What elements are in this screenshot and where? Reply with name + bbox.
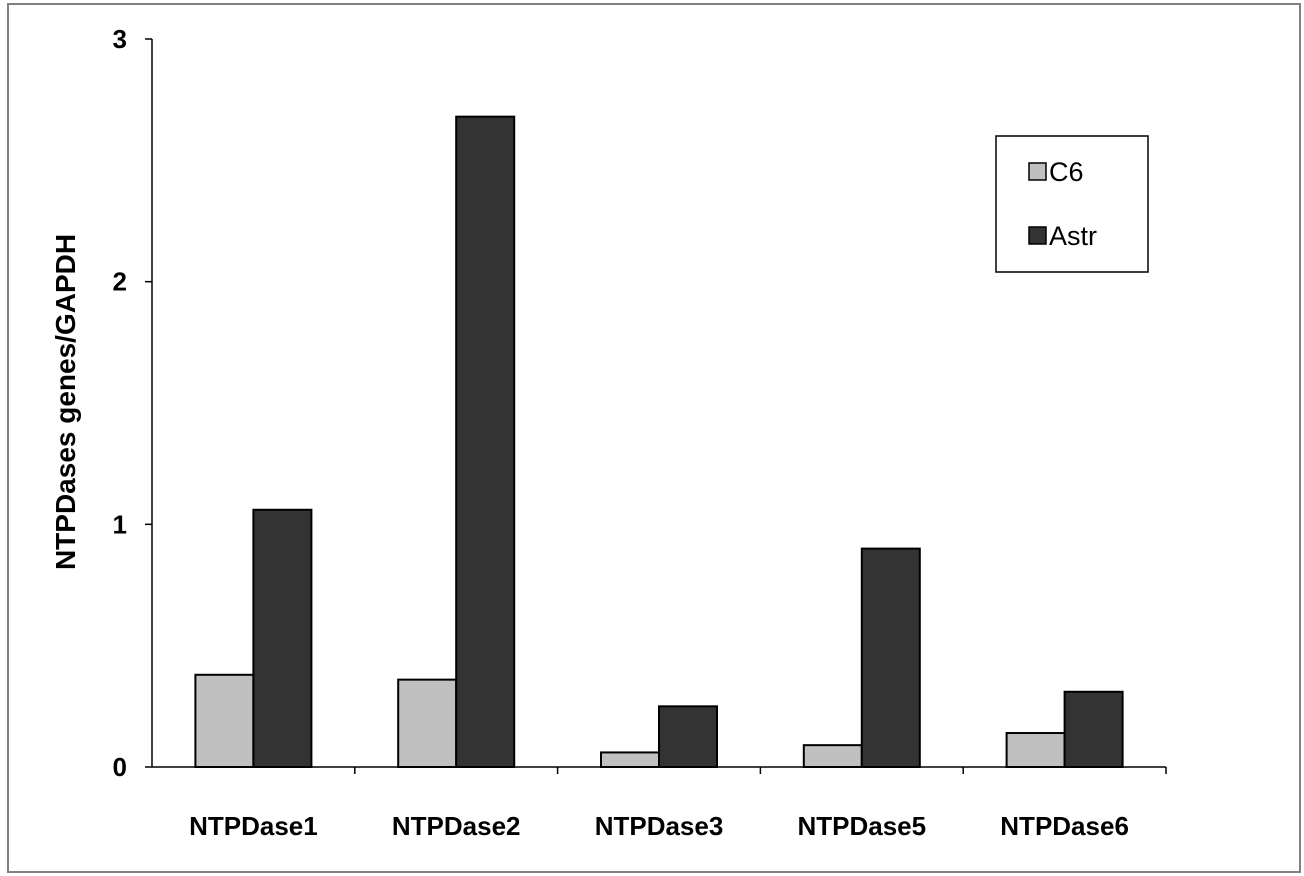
y-tick-label: 3 — [113, 24, 127, 54]
legend-box — [995, 135, 1149, 273]
y-ticks-group: 0 1 2 3 — [113, 24, 152, 782]
x-tick-label: NTPDase3 — [595, 811, 724, 841]
legend-swatch-c6 — [1028, 162, 1047, 181]
legend-swatch-astr — [1028, 226, 1047, 245]
bar-c6-ntpdase3 — [600, 751, 660, 769]
x-tick-label: NTPDase6 — [1000, 811, 1129, 841]
bar-astr-ntpdase3 — [658, 705, 718, 768]
bar-c6-ntpdase5 — [802, 744, 863, 768]
axes-group — [151, 39, 1167, 774]
bar-group — [194, 115, 1124, 769]
bar-astr-ntpdase5 — [860, 547, 921, 768]
legend-label-astr: Astr — [1049, 221, 1097, 251]
legend-label-c6: C6 — [1049, 157, 1084, 187]
y-tick-label: 1 — [113, 509, 127, 539]
x-tick-label: NTPDase2 — [392, 811, 521, 841]
bar-astr-ntpdase6 — [1063, 690, 1124, 768]
x-labels-group: NTPDase1 NTPDase2 NTPDase3 NTPDase5 NTPDase6 — [189, 811, 1129, 841]
bar-c6-ntpdase2 — [397, 678, 458, 769]
bar-astr-ntpdase2 — [455, 115, 516, 769]
bar-astr-ntpdase1 — [252, 508, 313, 768]
legend: C6 Astr — [995, 135, 1149, 273]
bar-c6-ntpdase1 — [194, 673, 255, 769]
bar-c6-ntpdase6 — [1005, 732, 1066, 769]
x-tick-label: NTPDase1 — [189, 811, 318, 841]
y-tick-label: 0 — [113, 752, 127, 782]
x-tick-label: NTPDase5 — [797, 811, 926, 841]
y-axis-title: NTPDases genes/GAPDH — [50, 234, 81, 570]
y-tick-label: 2 — [113, 267, 127, 297]
